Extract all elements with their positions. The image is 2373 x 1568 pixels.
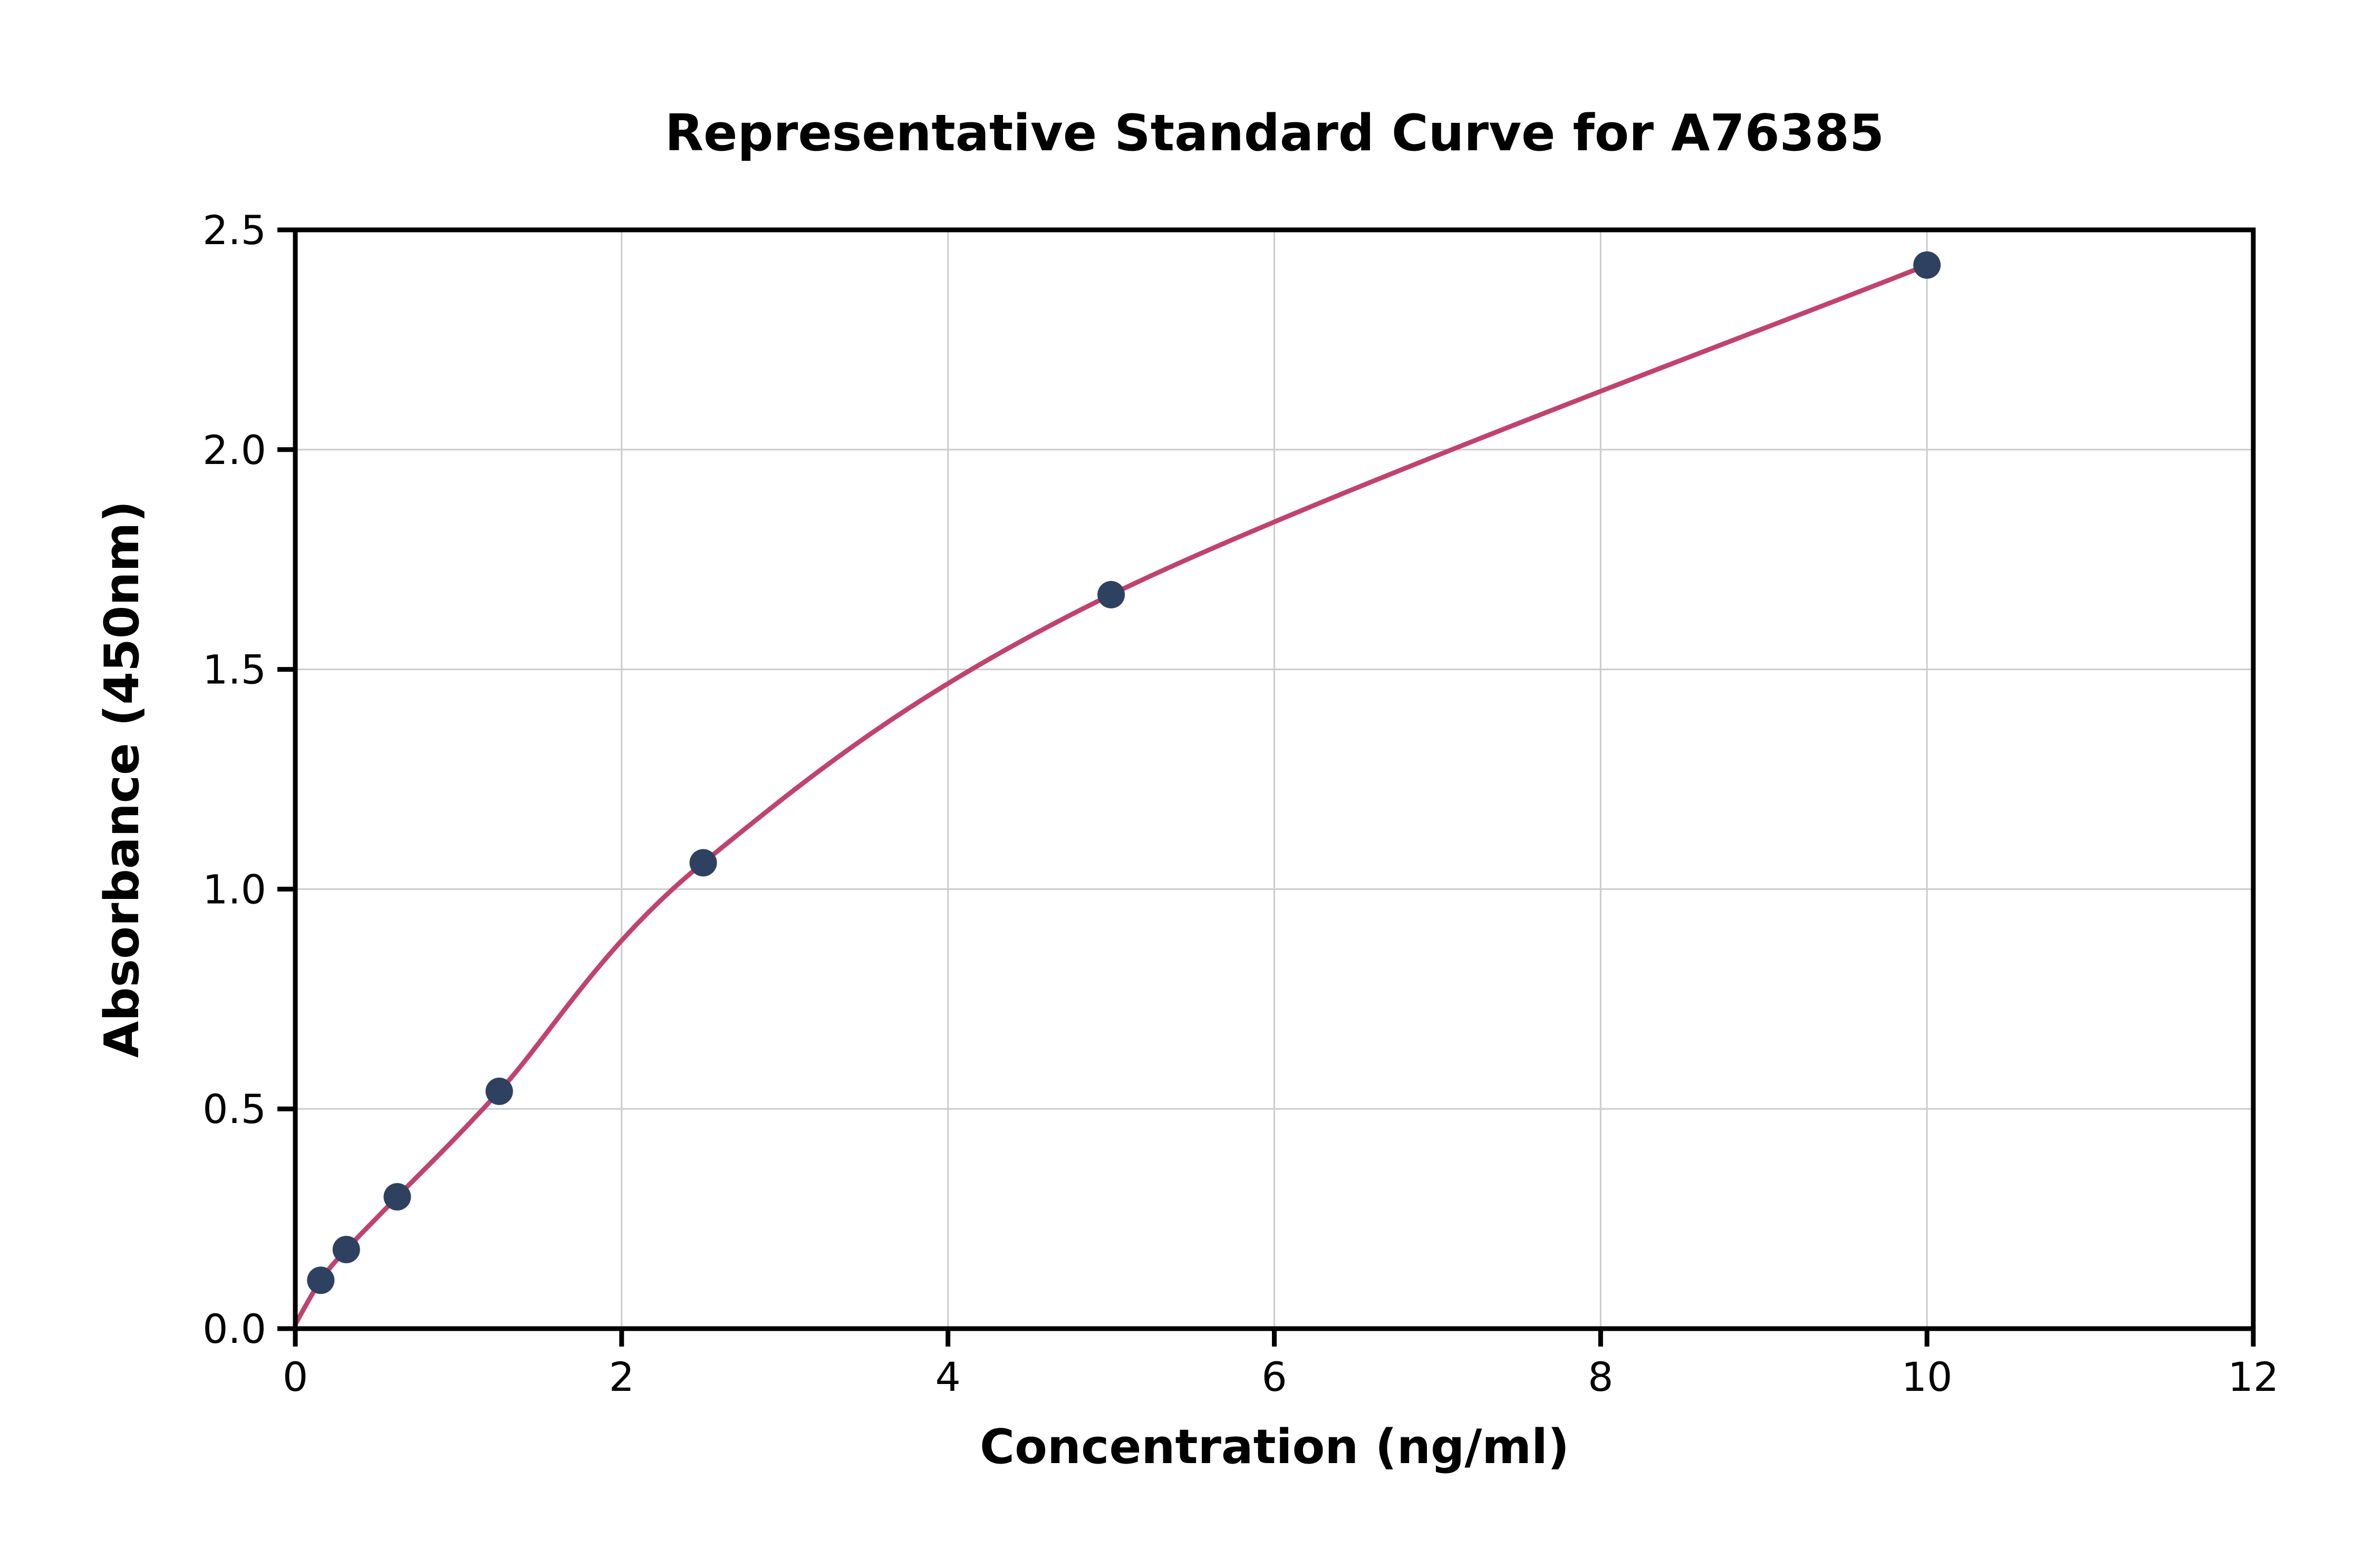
x-tick-label: 8	[1588, 1353, 1613, 1400]
data-point	[689, 849, 717, 877]
y-tick-label: 1.0	[202, 866, 266, 913]
y-tick-label: 0.0	[202, 1305, 266, 1352]
x-tick-label: 4	[935, 1353, 960, 1400]
chart-title: Representative Standard Curve for A76385	[665, 104, 1884, 162]
y-tick-label: 0.5	[202, 1086, 266, 1133]
data-point	[307, 1266, 335, 1294]
x-axis-label: Concentration (ng/ml)	[980, 1419, 1569, 1475]
x-tick-label: 10	[1902, 1353, 1953, 1400]
chart-labels: Representative Standard Curve for A76385…	[94, 104, 1884, 1475]
data-point	[1097, 580, 1125, 608]
y-tick-label: 1.5	[202, 646, 266, 693]
x-tick-label: 6	[1261, 1353, 1287, 1400]
y-axis-label: Absorbance (450nm)	[94, 501, 150, 1058]
x-tick-label: 12	[2228, 1353, 2279, 1400]
x-tick-label: 0	[283, 1353, 308, 1400]
data-point	[485, 1077, 513, 1105]
data-point	[1913, 251, 1941, 279]
y-tick-label: 2.5	[202, 207, 266, 254]
data-point	[383, 1183, 411, 1211]
data-point	[332, 1235, 360, 1263]
x-tick-label: 2	[609, 1353, 634, 1400]
y-tick-label: 2.0	[202, 427, 266, 473]
axes-frame	[293, 227, 2256, 1331]
